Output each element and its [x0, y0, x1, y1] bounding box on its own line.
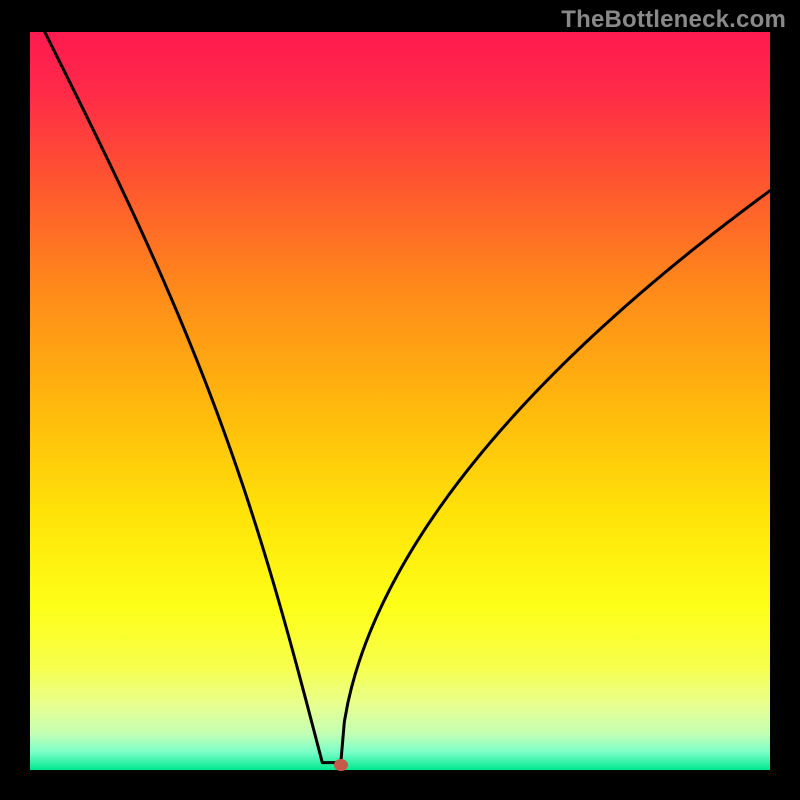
bottleneck-curve [30, 32, 770, 770]
chart-container: TheBottleneck.com [0, 0, 800, 800]
minimum-point-marker [334, 759, 348, 771]
plot-area [30, 32, 770, 770]
watermark-text: TheBottleneck.com [561, 6, 786, 34]
